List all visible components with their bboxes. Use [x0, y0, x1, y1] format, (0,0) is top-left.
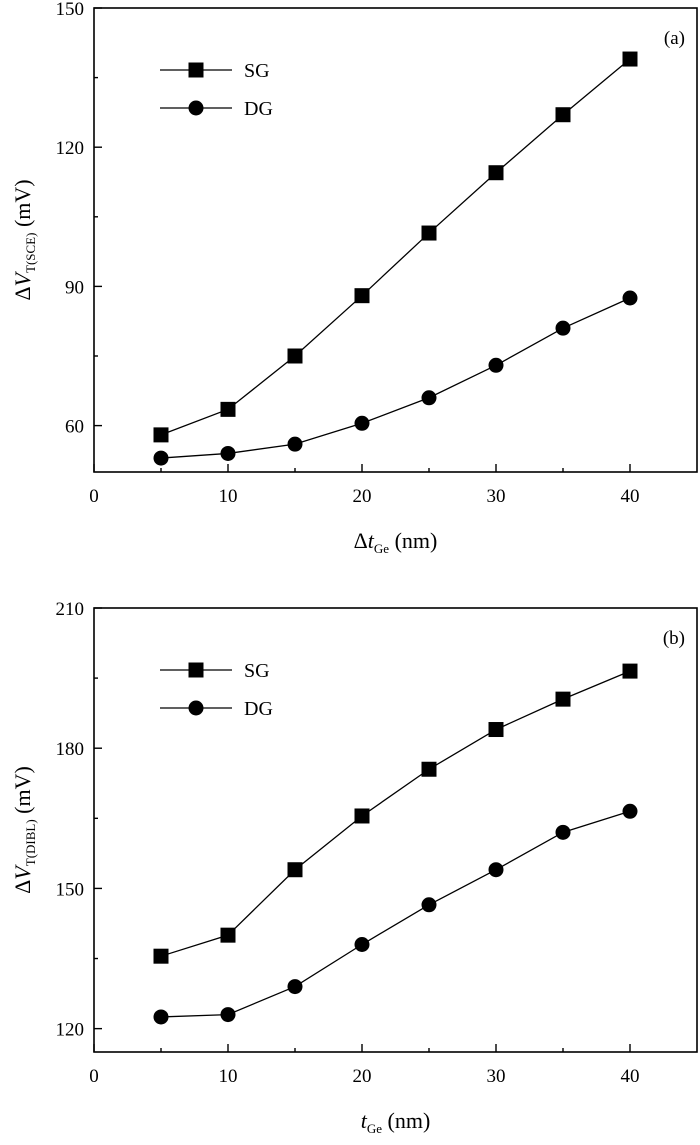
tick-marks	[93, 607, 631, 1052]
x-tick-label: 40	[621, 1066, 640, 1087]
data-point-dg	[488, 357, 504, 373]
data-point-dg	[220, 445, 236, 461]
x-axis-symbol: t	[361, 1108, 368, 1133]
legend-marker-dg	[188, 700, 204, 716]
y-tick-label: 150	[56, 879, 85, 900]
data-point-dg	[421, 897, 437, 913]
data-point-sg	[287, 348, 303, 364]
y-tick-label: 150	[56, 0, 85, 20]
legend: SG DG	[160, 660, 273, 720]
x-tick-label: 20	[353, 1066, 372, 1087]
data-point-dg	[488, 862, 504, 878]
data-point-dg	[354, 415, 370, 431]
y-axis-unit: (mV)	[10, 766, 35, 819]
data-point-dg	[354, 937, 370, 953]
y-axis-prefix: Δ	[10, 880, 35, 894]
tick-marks	[93, 7, 631, 472]
data-point-sg	[354, 808, 370, 824]
x-tick-label: 30	[487, 1066, 506, 1087]
data-point-dg	[622, 290, 638, 306]
y-axis-symbol: V	[10, 270, 35, 286]
series-group	[153, 51, 638, 466]
y-axis-label: ΔVT(SCE) (mV)	[10, 179, 38, 300]
x-tick-label: 20	[353, 486, 372, 507]
data-point-dg	[421, 390, 437, 406]
data-point-sg	[488, 722, 504, 738]
data-point-sg	[622, 51, 638, 67]
data-point-dg	[220, 1007, 236, 1023]
x-axis-unit: (nm)	[382, 1108, 430, 1133]
data-point-sg	[220, 401, 236, 417]
legend-label-dg: DG	[244, 98, 273, 120]
data-point-dg	[555, 320, 571, 336]
legend-marker-sg	[188, 662, 204, 678]
tick-labels: 0 10 20 30 40 60 90 120 150	[56, 0, 640, 507]
legend-marker-sg	[188, 62, 204, 78]
data-point-sg	[287, 862, 303, 878]
legend-marker-dg	[188, 100, 204, 116]
data-point-dg	[622, 803, 638, 819]
series-line-dg	[160, 297, 631, 459]
legend-label-sg: SG	[244, 660, 270, 682]
y-tick-label: 60	[65, 417, 84, 438]
y-axis-subscript: T(DIBL)	[23, 819, 38, 866]
data-point-sg	[555, 107, 571, 123]
legend-label-sg: SG	[244, 60, 270, 82]
data-point-dg	[153, 450, 169, 466]
panel-label-b: (b)	[663, 628, 685, 649]
y-axis-symbol: V	[10, 864, 35, 880]
chart-b: 0 10 20 30 40 120 150 180 210 SG DG (b) tGe (nm)…	[10, 599, 698, 1136]
data-point-sg	[153, 948, 169, 964]
x-axis-label: ΔtGe (nm)	[354, 528, 438, 556]
x-axis-label: tGe (nm)	[361, 1108, 431, 1136]
y-axis-unit: (mV)	[10, 179, 35, 232]
y-tick-label: 120	[56, 138, 85, 159]
series-group	[153, 663, 638, 1025]
y-tick-label: 90	[65, 277, 84, 298]
data-point-dg	[287, 436, 303, 452]
y-tick-label: 120	[56, 1020, 85, 1041]
data-point-sg	[555, 691, 571, 707]
series-line-sg	[160, 670, 631, 957]
data-point-dg	[555, 824, 571, 840]
data-point-sg	[354, 288, 370, 304]
plot-frame	[93, 607, 698, 1053]
x-axis-subscript: Ge	[374, 541, 389, 556]
legend-label-dg: DG	[244, 698, 273, 720]
y-tick-label: 210	[56, 599, 85, 620]
x-tick-label: 10	[219, 486, 238, 507]
data-point-sg	[421, 225, 437, 241]
data-point-sg	[622, 663, 638, 679]
data-point-dg	[287, 979, 303, 995]
tick-labels: 0 10 20 30 40 120 150 180 210	[56, 599, 640, 1087]
data-point-sg	[488, 165, 504, 181]
data-point-sg	[153, 427, 169, 443]
x-axis-subscript: Ge	[367, 1121, 382, 1136]
x-tick-label: 0	[89, 1066, 99, 1087]
data-point-dg	[153, 1009, 169, 1025]
y-axis-subscript: T(SCE)	[23, 233, 38, 273]
x-tick-label: 40	[621, 486, 640, 507]
series-line-sg	[160, 58, 631, 436]
x-axis-symbol: t	[368, 528, 375, 553]
panel-label-a: (a)	[664, 28, 685, 49]
x-tick-label: 10	[219, 1066, 238, 1087]
y-axis-prefix: Δ	[10, 286, 35, 300]
series-line-dg	[160, 810, 631, 1018]
data-point-sg	[220, 927, 236, 943]
x-tick-label: 30	[487, 486, 506, 507]
y-tick-label: 180	[56, 739, 85, 760]
x-tick-label: 0	[89, 486, 99, 507]
legend: SG DG	[160, 60, 273, 120]
x-axis-unit: (nm)	[389, 528, 437, 553]
x-axis-prefix: Δ	[354, 528, 368, 553]
data-point-sg	[421, 761, 437, 777]
plot-frame	[93, 7, 698, 473]
y-axis-label: ΔVT(DIBL) (mV)	[10, 766, 38, 894]
